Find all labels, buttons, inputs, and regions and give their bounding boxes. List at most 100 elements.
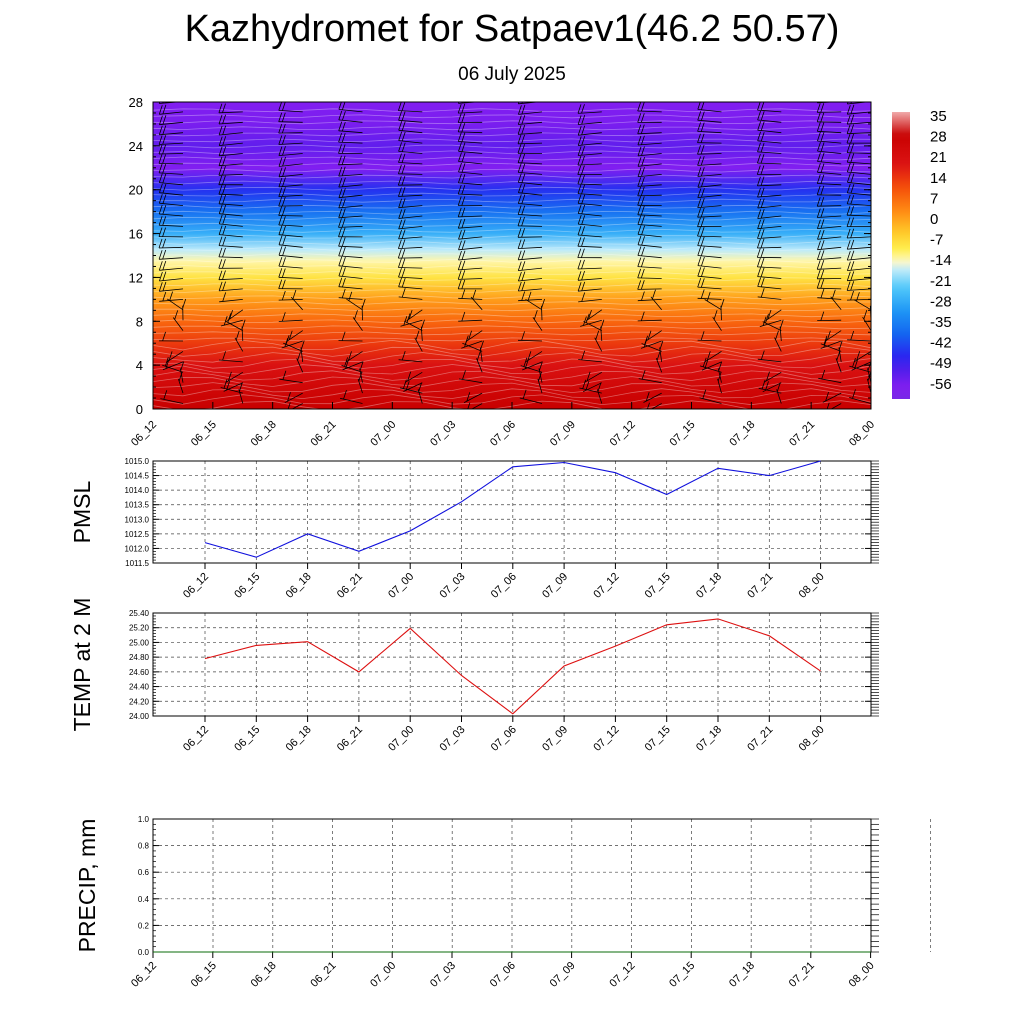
barb-shaft xyxy=(847,152,871,154)
barb-flag xyxy=(760,267,765,277)
wind-barb xyxy=(577,114,602,125)
barb-flag xyxy=(577,102,579,103)
wind-barb xyxy=(218,259,243,269)
barb-flag xyxy=(700,156,705,166)
barb-flag xyxy=(341,218,346,228)
wind-barb xyxy=(577,270,602,281)
barb-flag xyxy=(697,277,702,288)
barb-flag xyxy=(218,281,223,292)
barb-flag xyxy=(282,257,286,267)
wind-barb xyxy=(338,198,363,209)
barb-shaft xyxy=(278,319,303,322)
barb-shaft xyxy=(838,347,842,362)
barb-flag xyxy=(338,227,342,237)
barb-flag xyxy=(581,292,586,302)
y-tick-label: 0.6 xyxy=(138,868,150,877)
heatmap-x-tick-label: 06_18 xyxy=(249,419,279,449)
wind-barb xyxy=(463,392,483,403)
barb-flag xyxy=(577,248,582,258)
wind-barb xyxy=(219,292,243,303)
barb-flag xyxy=(701,177,705,188)
barb-shaft xyxy=(757,296,782,300)
isotherm xyxy=(153,388,871,400)
wind-barb xyxy=(697,207,722,218)
barb-flag xyxy=(697,111,702,121)
barb-flag xyxy=(338,256,343,266)
barb-shaft xyxy=(638,378,662,384)
wind-barb xyxy=(278,268,303,279)
barb-flag xyxy=(338,110,343,121)
wind-barb xyxy=(762,381,782,393)
barb-flag xyxy=(158,194,163,204)
x-tick-label: 07_03 xyxy=(438,571,468,601)
wind-barb xyxy=(218,236,243,248)
barb-flag xyxy=(158,216,163,226)
isotherm xyxy=(153,210,871,215)
barb-flag xyxy=(278,246,283,256)
barb-shaft xyxy=(219,299,243,303)
barb-flag xyxy=(577,184,582,194)
isotherm xyxy=(153,204,871,209)
barb-flag xyxy=(421,319,425,329)
wind-barb xyxy=(461,337,483,349)
barb-flag xyxy=(278,112,283,122)
wind-barb xyxy=(345,351,363,363)
wind-barb xyxy=(637,280,662,290)
barb-flag xyxy=(341,155,346,165)
heatmap-x-tick-label: 06_12 xyxy=(129,419,159,449)
wind-barb xyxy=(763,371,782,383)
barb-flag xyxy=(418,382,423,392)
barb-shaft xyxy=(238,389,244,404)
barb-flag xyxy=(408,309,413,320)
barb-flag xyxy=(577,136,582,146)
wind-barb xyxy=(637,225,662,238)
barb-flag xyxy=(637,205,642,215)
barb-flag xyxy=(402,92,405,101)
barb-flag xyxy=(524,359,529,369)
barb-flag xyxy=(158,125,163,135)
wind-barb xyxy=(220,379,243,394)
y-axis-label: PMSL xyxy=(69,480,95,543)
wind-barb xyxy=(458,142,483,154)
wind-barb xyxy=(638,370,662,384)
barb-flag xyxy=(863,309,868,320)
barb-flag xyxy=(640,268,645,279)
barb-flag xyxy=(457,184,462,195)
wind-barb xyxy=(218,270,243,281)
wind-barb xyxy=(278,167,303,178)
barb-flag xyxy=(637,186,642,197)
barb-shaft xyxy=(847,278,871,282)
x-tick-label: 07_18 xyxy=(694,724,724,754)
x-tick-label: 07_12 xyxy=(607,960,637,990)
barb-flag xyxy=(850,195,855,205)
isotherm xyxy=(153,168,871,173)
barb-flag xyxy=(461,196,466,206)
barb-flag xyxy=(581,165,585,175)
wind-barb xyxy=(846,290,871,301)
wind-barb xyxy=(577,204,602,217)
barb-shaft xyxy=(757,358,782,363)
wind-barb xyxy=(218,247,243,259)
barb-flag xyxy=(222,185,226,195)
barb-shaft xyxy=(471,403,483,409)
barb-flag xyxy=(637,177,642,187)
barb-flag xyxy=(398,239,402,249)
barb-flag xyxy=(341,227,346,237)
barb-flag xyxy=(652,289,656,299)
barb-shaft xyxy=(712,316,722,331)
barb-shaft xyxy=(417,389,423,404)
barb-flag xyxy=(820,240,825,250)
wind-barb xyxy=(757,121,782,134)
barb-flag xyxy=(816,269,821,279)
wind-barb xyxy=(457,207,483,218)
barb-flag xyxy=(820,152,825,163)
wind-barb xyxy=(179,361,185,383)
heatmap-x-tick-label: 07_15 xyxy=(668,419,698,449)
isotherm xyxy=(153,216,871,221)
barb-flag xyxy=(581,226,585,236)
barb-flag xyxy=(637,113,642,123)
barb-shaft xyxy=(578,213,602,217)
y-tick-label: 1012.5 xyxy=(125,530,150,539)
barb-flag xyxy=(222,194,226,205)
barb-shaft xyxy=(596,389,603,404)
